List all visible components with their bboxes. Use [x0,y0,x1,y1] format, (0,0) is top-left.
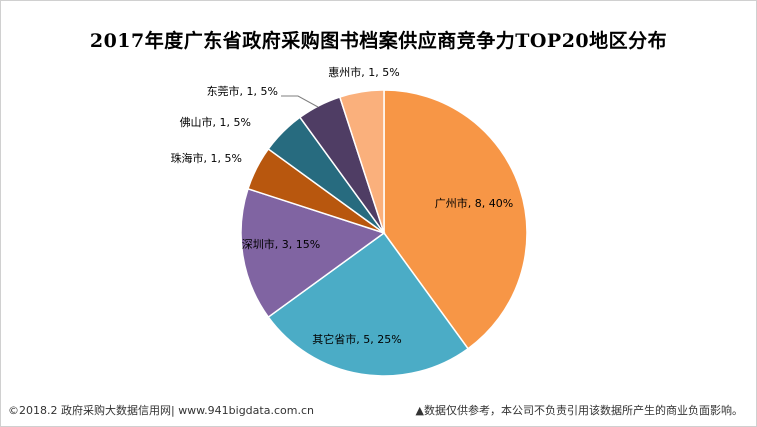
slice-label-3: 深圳市, 3, 15% [242,237,320,251]
slice-label-2: 其它省市, 5, 25% [312,332,401,346]
pie-slice-2 [267,231,470,377]
slice-label-1: 广州市, 8, 40% [435,196,513,210]
chart-title: 2017年度广东省政府采购图书档案供应商竞争力TOP20地区分布 [89,30,668,52]
slice-label-7: 惠州市, 1, 5% [328,65,399,79]
slice-label-5: 佛山市, 1, 5% [180,115,251,129]
footer-disclaimer: ▲数据仅供参考，本公司不负责引用该数据所产生的商业负面影响。 [415,404,743,417]
slice-label-4: 珠海市, 1, 5% [171,151,242,165]
slice-label-6: 东莞市, 1, 5% [207,84,278,98]
leader-line-6 [281,95,319,108]
pie-slice-7 [338,89,385,234]
footer-source: ©2018.2 政府采购大数据信用网| www.941bigdata.com.c… [8,404,314,417]
pie-slice-3 [240,187,386,319]
pie-slice-1 [383,89,528,350]
